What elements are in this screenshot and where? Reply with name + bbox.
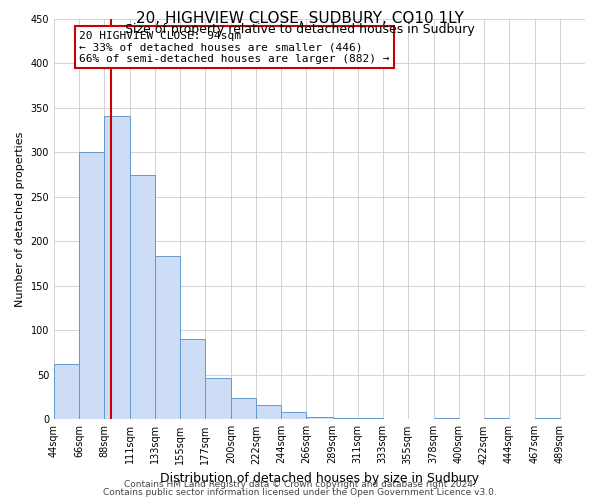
Y-axis label: Number of detached properties: Number of detached properties <box>15 132 25 307</box>
X-axis label: Distribution of detached houses by size in Sudbury: Distribution of detached houses by size … <box>160 472 479 485</box>
Bar <box>307 416 332 420</box>
Bar <box>535 418 560 420</box>
Bar <box>256 405 281 419</box>
Bar <box>332 418 358 420</box>
Bar <box>130 174 155 420</box>
Bar <box>79 152 104 420</box>
Bar <box>232 398 256 419</box>
Bar <box>281 412 307 420</box>
Bar <box>155 256 180 420</box>
Bar <box>205 378 232 420</box>
Text: Contains public sector information licensed under the Open Government Licence v3: Contains public sector information licen… <box>103 488 497 497</box>
Bar <box>434 418 459 420</box>
Text: Size of property relative to detached houses in Sudbury: Size of property relative to detached ho… <box>125 22 475 36</box>
Bar <box>358 418 383 420</box>
Bar <box>484 418 509 420</box>
Bar <box>104 116 130 420</box>
Text: 20, HIGHVIEW CLOSE, SUDBURY, CO10 1LY: 20, HIGHVIEW CLOSE, SUDBURY, CO10 1LY <box>136 11 464 26</box>
Bar <box>54 364 79 420</box>
Text: Contains HM Land Registry data © Crown copyright and database right 2024.: Contains HM Land Registry data © Crown c… <box>124 480 476 489</box>
Text: 20 HIGHVIEW CLOSE: 94sqm
← 33% of detached houses are smaller (446)
66% of semi-: 20 HIGHVIEW CLOSE: 94sqm ← 33% of detach… <box>79 30 389 64</box>
Bar <box>180 339 205 419</box>
